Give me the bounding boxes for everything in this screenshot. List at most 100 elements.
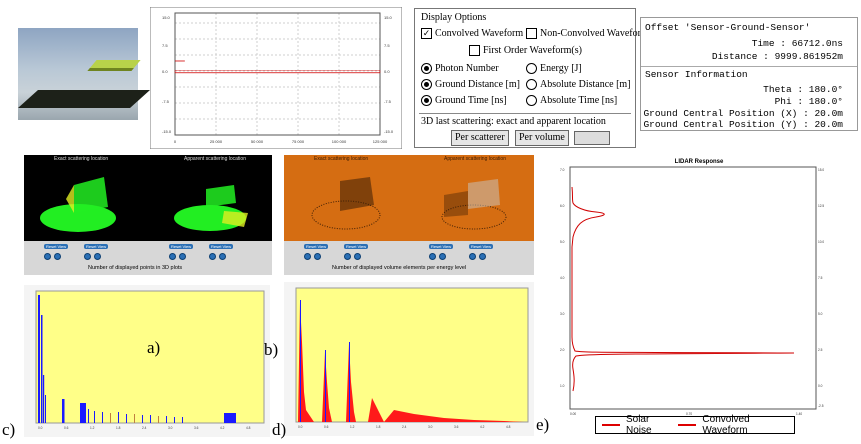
pan-control-icon[interactable]: [344, 253, 351, 260]
svg-text:-7.5: -7.5: [384, 99, 392, 104]
reset-view-button[interactable]: Reset View: [169, 244, 194, 249]
per-volume-button[interactable]: Per volume: [515, 130, 569, 146]
svg-text:2.5: 2.5: [818, 348, 823, 352]
apparent-caption: Apparent scattering location: [184, 156, 246, 162]
svg-text:0.0: 0.0: [818, 384, 823, 388]
plot-area: [569, 166, 817, 410]
absolute-time-radio[interactable]: Absolute Time [ns]: [526, 95, 617, 106]
ground-distance-radio[interactable]: Ground Distance [m]: [421, 79, 520, 90]
x-tick-label: 25 000: [210, 139, 223, 144]
zoom-control-icon[interactable]: [54, 253, 61, 260]
checkbox-icon: [526, 28, 537, 39]
svg-text:3.0: 3.0: [560, 312, 565, 316]
radio-selected-icon: [421, 63, 432, 74]
per-scatterer-button[interactable]: Per scatterer: [451, 130, 509, 146]
chart-frame: [150, 7, 402, 149]
point-cloud-render: [40, 177, 248, 232]
scatter-3d-view-points[interactable]: Exact scattering location Apparent scatt…: [24, 155, 272, 241]
chart-legend: Solar Noise Convolved Waveform: [595, 414, 795, 436]
ground-time-radio[interactable]: Ground Time [ns]: [421, 95, 507, 106]
phi-value: Phi : 180.0°: [774, 96, 843, 107]
ground-x-value: Ground Central Position (X) : 20.0m: [643, 108, 843, 119]
reset-view-button[interactable]: Reset View: [304, 244, 329, 249]
rotate-control-icon[interactable]: [429, 253, 436, 260]
offset-title: Offset 'Sensor-Ground-Sensor': [645, 22, 811, 33]
svg-text:0.70: 0.70: [686, 412, 692, 416]
x-tick-label: 0: [174, 139, 177, 144]
svg-text:1.2: 1.2: [350, 425, 355, 429]
apparent-caption: Apparent scattering location: [444, 156, 506, 162]
reset-view-button[interactable]: Reset View: [44, 244, 69, 249]
first-order-checkbox[interactable]: First Order Waveform(s): [469, 45, 582, 56]
rotate-control-icon[interactable]: [169, 253, 176, 260]
ground-plane: [18, 90, 150, 108]
histogram-bars: [38, 295, 236, 423]
svg-text:0.0: 0.0: [384, 69, 390, 74]
svg-text:3.6: 3.6: [454, 425, 459, 429]
exact-caption: Exact scattering location: [314, 156, 369, 162]
reset-view-button[interactable]: Reset View: [429, 244, 454, 249]
svg-text:15.0: 15.0: [162, 15, 171, 20]
rotate-control-icon[interactable]: [219, 253, 226, 260]
convolved-checkbox[interactable]: ✓ Convolved Waveform: [421, 28, 524, 39]
svg-text:0.0: 0.0: [38, 426, 43, 430]
non-convolved-checkbox[interactable]: Non-Convolved Waveform: [526, 28, 649, 39]
zoom-control-icon[interactable]: [179, 253, 186, 260]
plot-area: [174, 12, 381, 136]
zoom-control-icon[interactable]: [314, 253, 321, 260]
svg-text:7.0: 7.0: [560, 168, 565, 172]
canopy-slab: [87, 60, 141, 71]
pan-control-icon[interactable]: [469, 253, 476, 260]
reset-view-button[interactable]: Reset View: [469, 244, 494, 249]
checkbox-icon: [469, 45, 480, 56]
legend-solar-noise: Solar Noise: [625, 414, 652, 436]
waveform-series: [174, 60, 381, 74]
energy-radio[interactable]: Energy [J]: [526, 63, 582, 74]
x-tick-labels: 0.0 0.6 1.2 1.8 2.4 3.0 3.6 4.2 4.8: [38, 426, 251, 430]
svg-text:3.0: 3.0: [428, 425, 433, 429]
svg-text:7.5: 7.5: [384, 43, 390, 48]
rotate-control-icon[interactable]: [479, 253, 486, 260]
pan-control-icon[interactable]: [209, 253, 216, 260]
empty-button[interactable]: [574, 131, 610, 145]
pan-control-icon[interactable]: [84, 253, 91, 260]
svg-text:15.0: 15.0: [818, 168, 824, 172]
ground-y-value: Ground Central Position (Y) : 20.0m: [643, 119, 843, 130]
svg-text:-7.5: -7.5: [162, 99, 170, 104]
legend-swatch: [602, 424, 620, 426]
legend-convolved: Convolved Waveform: [702, 414, 750, 436]
svg-text:0.0: 0.0: [162, 69, 168, 74]
sensor-info-title: Sensor Information: [645, 69, 748, 80]
svg-text:7.5: 7.5: [162, 43, 168, 48]
reset-view-button[interactable]: Reset View: [209, 244, 234, 249]
svg-text:7.5: 7.5: [818, 276, 823, 280]
radio-selected-icon: [421, 95, 432, 106]
svg-text:3.6: 3.6: [194, 426, 199, 430]
svg-text:0.00: 0.00: [570, 412, 576, 416]
zoom-control-icon[interactable]: [439, 253, 446, 260]
rotate-control-icon[interactable]: [94, 253, 101, 260]
svg-text:1.2: 1.2: [90, 426, 95, 430]
photon-number-radio[interactable]: Photon Number: [421, 63, 499, 74]
lidar-response-chart: LIDAR Response 7.0 6.0 5.0 4.0 3.0 2.0 1.0 1…: [560, 159, 824, 416]
svg-text:1.40: 1.40: [796, 412, 802, 416]
reset-view-button[interactable]: Reset View: [344, 244, 369, 249]
scatter-3d-view-volume[interactable]: Exact scattering location Apparent scatt…: [284, 155, 534, 241]
exact-caption: Exact scattering location: [54, 156, 109, 162]
x-tick-label: 50 000: [251, 139, 264, 144]
rotate-control-icon[interactable]: [354, 253, 361, 260]
view-controls-b: Reset View Reset View Reset View Reset V…: [284, 241, 534, 275]
svg-text:2.4: 2.4: [142, 426, 147, 430]
svg-text:1.8: 1.8: [376, 425, 381, 429]
rotate-control-icon[interactable]: [304, 253, 311, 260]
rotate-control-icon[interactable]: [44, 253, 51, 260]
svg-text:4.2: 4.2: [480, 425, 485, 429]
y-axis-ticks: 15.0 7.5 0.0 -7.5 -15.0 15.0 7.5 0.0 -7.5 -15.…: [162, 15, 394, 134]
reset-view-button[interactable]: Reset View: [84, 244, 109, 249]
svg-text:-15.0: -15.0: [162, 129, 172, 134]
svg-text:0.0: 0.0: [298, 425, 303, 429]
view-controls-a: Reset View Reset View Reset View Reset V…: [24, 241, 272, 275]
absolute-distance-radio[interactable]: Absolute Distance [m]: [526, 79, 631, 90]
panel-letter-a: a): [147, 338, 161, 357]
svg-text:5.0: 5.0: [818, 312, 823, 316]
